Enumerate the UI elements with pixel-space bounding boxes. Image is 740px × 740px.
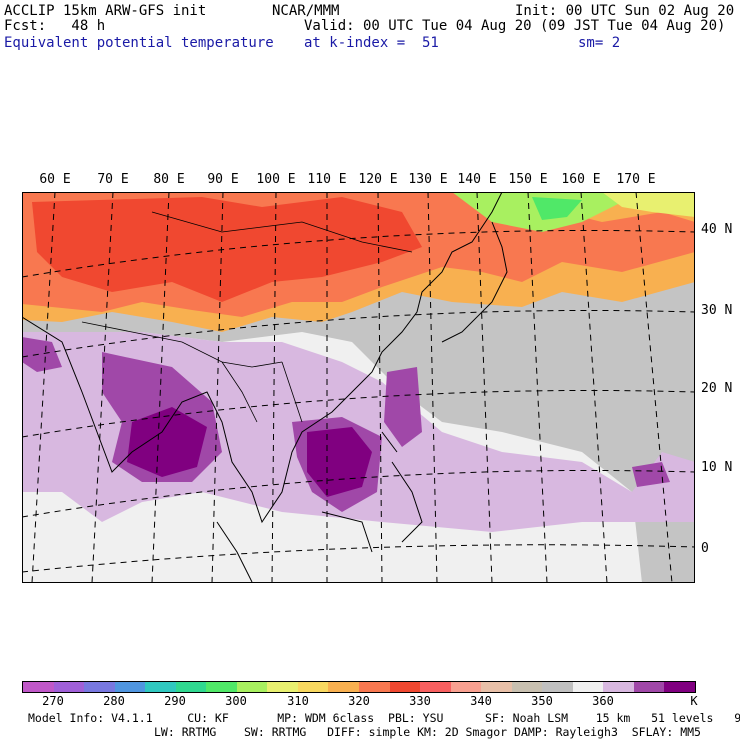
- colorbar-label: 280: [103, 694, 125, 708]
- purple-patch-west: [22, 337, 62, 372]
- field-name: Equivalent potential temperature: [4, 35, 274, 51]
- lon-label: 110 E: [307, 172, 347, 187]
- colorbar-label: 290: [164, 694, 186, 708]
- lon-label: 70 E: [97, 172, 129, 187]
- colorbar-swatch: [420, 682, 451, 692]
- colorbar-swatch: [53, 682, 85, 692]
- colorbar-label: 310: [287, 694, 309, 708]
- colorbar-swatch: [175, 682, 207, 692]
- colorbar-swatch: [664, 682, 696, 692]
- coastline-islands: [216, 431, 423, 583]
- colorbar-swatch: [511, 682, 543, 692]
- colorbar-swatch: [542, 682, 573, 692]
- colorbar-swatch: [633, 682, 665, 692]
- colorbar-label: 320: [348, 694, 370, 708]
- model-info-line2: LW: RRTMG SW: RRTMG DIFF: simple KM: 2D …: [154, 725, 701, 739]
- center-label: NCAR/MMM: [272, 3, 340, 19]
- colorbar-label: 340: [470, 694, 492, 708]
- model-title: ACCLIP 15km ARW-GFS init: [4, 3, 207, 19]
- colorbar-unit: K: [690, 694, 698, 708]
- lon-label: 100 E: [256, 172, 296, 187]
- colorbar: [22, 681, 696, 693]
- colorbar-swatch: [297, 682, 329, 692]
- colorbar-swatch: [603, 682, 634, 692]
- colorbar-swatch: [267, 682, 298, 692]
- lat-label: 10 N: [701, 460, 733, 475]
- gray-band-field: [22, 272, 695, 583]
- colorbar-label: 350: [531, 694, 553, 708]
- lon-label: 90 E: [207, 172, 239, 187]
- lat-label: 30 N: [701, 303, 733, 318]
- colorbar-swatch: [481, 682, 512, 692]
- colorbar-swatch: [114, 682, 146, 692]
- colorbar-swatch: [84, 682, 115, 692]
- lon-label: 170 E: [616, 172, 656, 187]
- lon-label: 140 E: [457, 172, 497, 187]
- lon-label: 160 E: [561, 172, 601, 187]
- colorbar-label: 360: [592, 694, 614, 708]
- forecast-hour: Fcst: 48 h: [4, 18, 106, 34]
- colorbar-label: 270: [42, 694, 64, 708]
- lon-label: 150 E: [508, 172, 548, 187]
- colorbar-swatch: [328, 682, 360, 692]
- purple-core-india-dark: [127, 407, 207, 477]
- level-label: at k-index = 51: [304, 35, 439, 51]
- red-hot-field: [32, 197, 422, 302]
- lat-label: 20 N: [701, 381, 733, 396]
- purple-core-pacific: [384, 367, 422, 447]
- colorbar-swatch: [359, 682, 390, 692]
- lon-label: 120 E: [358, 172, 398, 187]
- lon-label: 130 E: [408, 172, 448, 187]
- purple-core-east: [632, 462, 670, 487]
- colorbar-label: 330: [409, 694, 431, 708]
- theta-e-map: [22, 192, 695, 583]
- lon-label: 60 E: [39, 172, 71, 187]
- longitude-labels: 60 E 70 E 80 E 90 E 100 E 110 E 120 E 13…: [0, 172, 740, 188]
- init-time: Init: 00 UTC Sun 02 Aug 20: [515, 3, 735, 19]
- map-border: [22, 192, 695, 583]
- purple-core-scs-dark: [307, 427, 372, 497]
- smoothing-label: sm= 2: [578, 35, 621, 51]
- lon-label: 80 E: [153, 172, 185, 187]
- country-borders: [81, 211, 413, 423]
- colorbar-label: 300: [225, 694, 247, 708]
- colorbar-swatch: [572, 682, 604, 692]
- colorbar-swatch: [450, 682, 482, 692]
- colorbar-swatch: [236, 682, 268, 692]
- model-info-line1: Model Info: V4.1.1 CU: KF MP: WDM 6class…: [28, 711, 740, 725]
- lat-label: 0: [701, 541, 709, 556]
- colorbar-swatch: [389, 682, 421, 692]
- lat-label: 40 N: [701, 222, 733, 237]
- coastline-japan: [441, 221, 508, 343]
- colorbar-swatch: [145, 682, 176, 692]
- lat-grid: [22, 229, 695, 573]
- colorbar-swatch: [23, 682, 54, 692]
- green-cool-core: [532, 197, 582, 220]
- yellow-band: [602, 192, 695, 217]
- colorbar-swatch: [206, 682, 237, 692]
- coastline-asia: [22, 192, 503, 524]
- valid-time: Valid: 00 UTC Tue 04 Aug 20 (09 JST Tue …: [304, 18, 726, 34]
